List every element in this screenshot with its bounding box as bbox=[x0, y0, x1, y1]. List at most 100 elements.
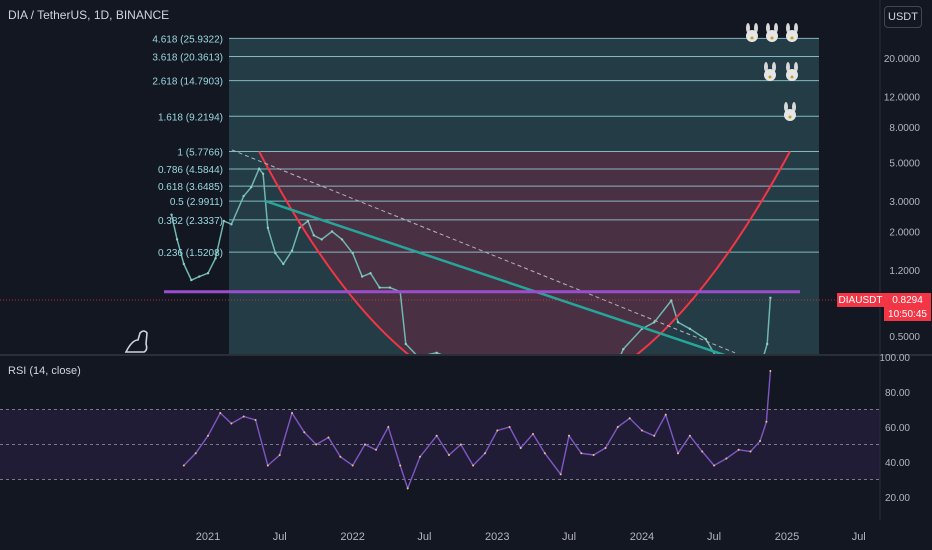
rabbit-ear bbox=[764, 62, 768, 72]
price-point bbox=[261, 172, 265, 175]
price-point bbox=[388, 286, 392, 289]
price-tick-label: 2.0000 bbox=[889, 227, 920, 238]
rsi-point bbox=[399, 464, 402, 467]
rabbit-ear bbox=[772, 62, 776, 72]
rabbit-ear bbox=[766, 23, 770, 33]
rsi-point bbox=[230, 422, 233, 425]
price-point bbox=[222, 219, 226, 223]
price-symbol-tag: DIAUSDT bbox=[837, 293, 884, 307]
rabbit-icon bbox=[784, 102, 796, 121]
rsi-point bbox=[182, 464, 185, 467]
rabbit-ear bbox=[786, 23, 790, 33]
price-series-line bbox=[170, 167, 772, 354]
rsi-point bbox=[759, 440, 762, 442]
price-point bbox=[274, 251, 277, 255]
rsi-point bbox=[701, 450, 704, 453]
rsi-point bbox=[580, 452, 583, 455]
rsi-tick-label: 80.00 bbox=[885, 388, 910, 399]
rsi-pane bbox=[0, 370, 880, 491]
price-point bbox=[330, 230, 334, 233]
rsi-point bbox=[351, 464, 354, 467]
price-point bbox=[769, 296, 772, 299]
price-tick-label: 0.5000 bbox=[889, 332, 920, 343]
rsi-point bbox=[531, 433, 534, 435]
rsi-point bbox=[278, 454, 281, 456]
red-curve bbox=[258, 151, 791, 354]
price-point bbox=[290, 249, 294, 252]
rabbit-head bbox=[766, 30, 778, 42]
rsi-point bbox=[303, 431, 306, 434]
fib-label: 0.382 (2.3337) bbox=[158, 216, 223, 227]
rsi-point bbox=[519, 447, 522, 449]
fib-label: 0.618 (3.6485) bbox=[158, 182, 223, 193]
rabbit-nose bbox=[790, 36, 794, 40]
rabbit-ear bbox=[786, 62, 790, 72]
x-tick-label: 2021 bbox=[196, 531, 220, 543]
rsi-tick-label: 100.00 bbox=[879, 353, 910, 364]
rabbit-ear bbox=[792, 102, 796, 112]
price-point bbox=[610, 376, 612, 378]
price-point bbox=[242, 194, 245, 198]
rabbit-icon bbox=[746, 23, 758, 42]
fib-label: 1.618 (9.2194) bbox=[158, 112, 223, 123]
price-point bbox=[312, 234, 316, 237]
rabbit-icon bbox=[786, 23, 798, 42]
rsi-tick-label: 20.00 bbox=[885, 493, 910, 504]
price-point bbox=[351, 251, 354, 255]
fib-label: 0.786 (4.5844) bbox=[158, 165, 223, 176]
rabbit-icon bbox=[786, 62, 798, 81]
price-point bbox=[282, 262, 285, 266]
price-point bbox=[369, 272, 372, 275]
rsi-point bbox=[653, 434, 656, 437]
rsi-point bbox=[254, 419, 257, 421]
price-point bbox=[320, 238, 323, 241]
trend-line bbox=[264, 199, 726, 354]
price-point bbox=[757, 373, 759, 375]
rabbit-nose bbox=[770, 36, 774, 40]
price-tick-label: 5.0000 bbox=[889, 158, 920, 169]
price-point bbox=[214, 257, 217, 260]
price-point bbox=[670, 299, 673, 302]
price-point bbox=[306, 219, 310, 223]
price-point bbox=[175, 238, 179, 241]
dino-logo-icon bbox=[124, 330, 148, 353]
rabbit-nose bbox=[750, 36, 754, 40]
price-point bbox=[257, 167, 261, 170]
x-tick-label: 2025 bbox=[775, 531, 799, 543]
x-tick-label: Jul bbox=[852, 531, 866, 543]
rsi-point bbox=[737, 448, 740, 451]
price-point bbox=[653, 321, 656, 324]
rabbit-ear bbox=[754, 23, 758, 33]
price-point bbox=[404, 342, 407, 346]
dino-outline bbox=[124, 330, 148, 353]
fib-label: 3.618 (20.3613) bbox=[152, 53, 223, 64]
countdown-tag: 10:50:45 bbox=[884, 307, 931, 321]
rsi-point bbox=[447, 454, 450, 456]
fib-zone bbox=[229, 38, 819, 354]
price-point bbox=[737, 373, 739, 375]
rsi-point bbox=[664, 413, 667, 416]
x-tick-label: Jul bbox=[417, 531, 431, 543]
x-tick-label: Jul bbox=[562, 531, 576, 543]
rsi-point bbox=[327, 436, 330, 439]
rabbit-nose bbox=[790, 75, 794, 79]
price-value-tag: 0.8294 bbox=[884, 293, 931, 307]
rsi-point bbox=[484, 452, 487, 455]
price-tick-label: 12.0000 bbox=[884, 92, 921, 103]
dashed-trend bbox=[231, 149, 736, 354]
rsi-point bbox=[749, 450, 752, 453]
price-point bbox=[298, 226, 301, 230]
price-point bbox=[190, 278, 193, 282]
price-point bbox=[622, 347, 625, 351]
fib-label: 0.5 (2.9911) bbox=[170, 197, 223, 208]
x-tick-label: 2024 bbox=[630, 531, 654, 543]
price-point bbox=[340, 238, 344, 241]
rsi-point bbox=[194, 452, 197, 455]
price-point bbox=[556, 373, 558, 375]
rabbit-ear bbox=[794, 62, 798, 72]
rabbit-ear bbox=[746, 23, 750, 33]
rsi-point bbox=[242, 415, 245, 418]
currency-button[interactable]: USDT bbox=[884, 6, 922, 28]
rsi-point bbox=[725, 457, 728, 460]
